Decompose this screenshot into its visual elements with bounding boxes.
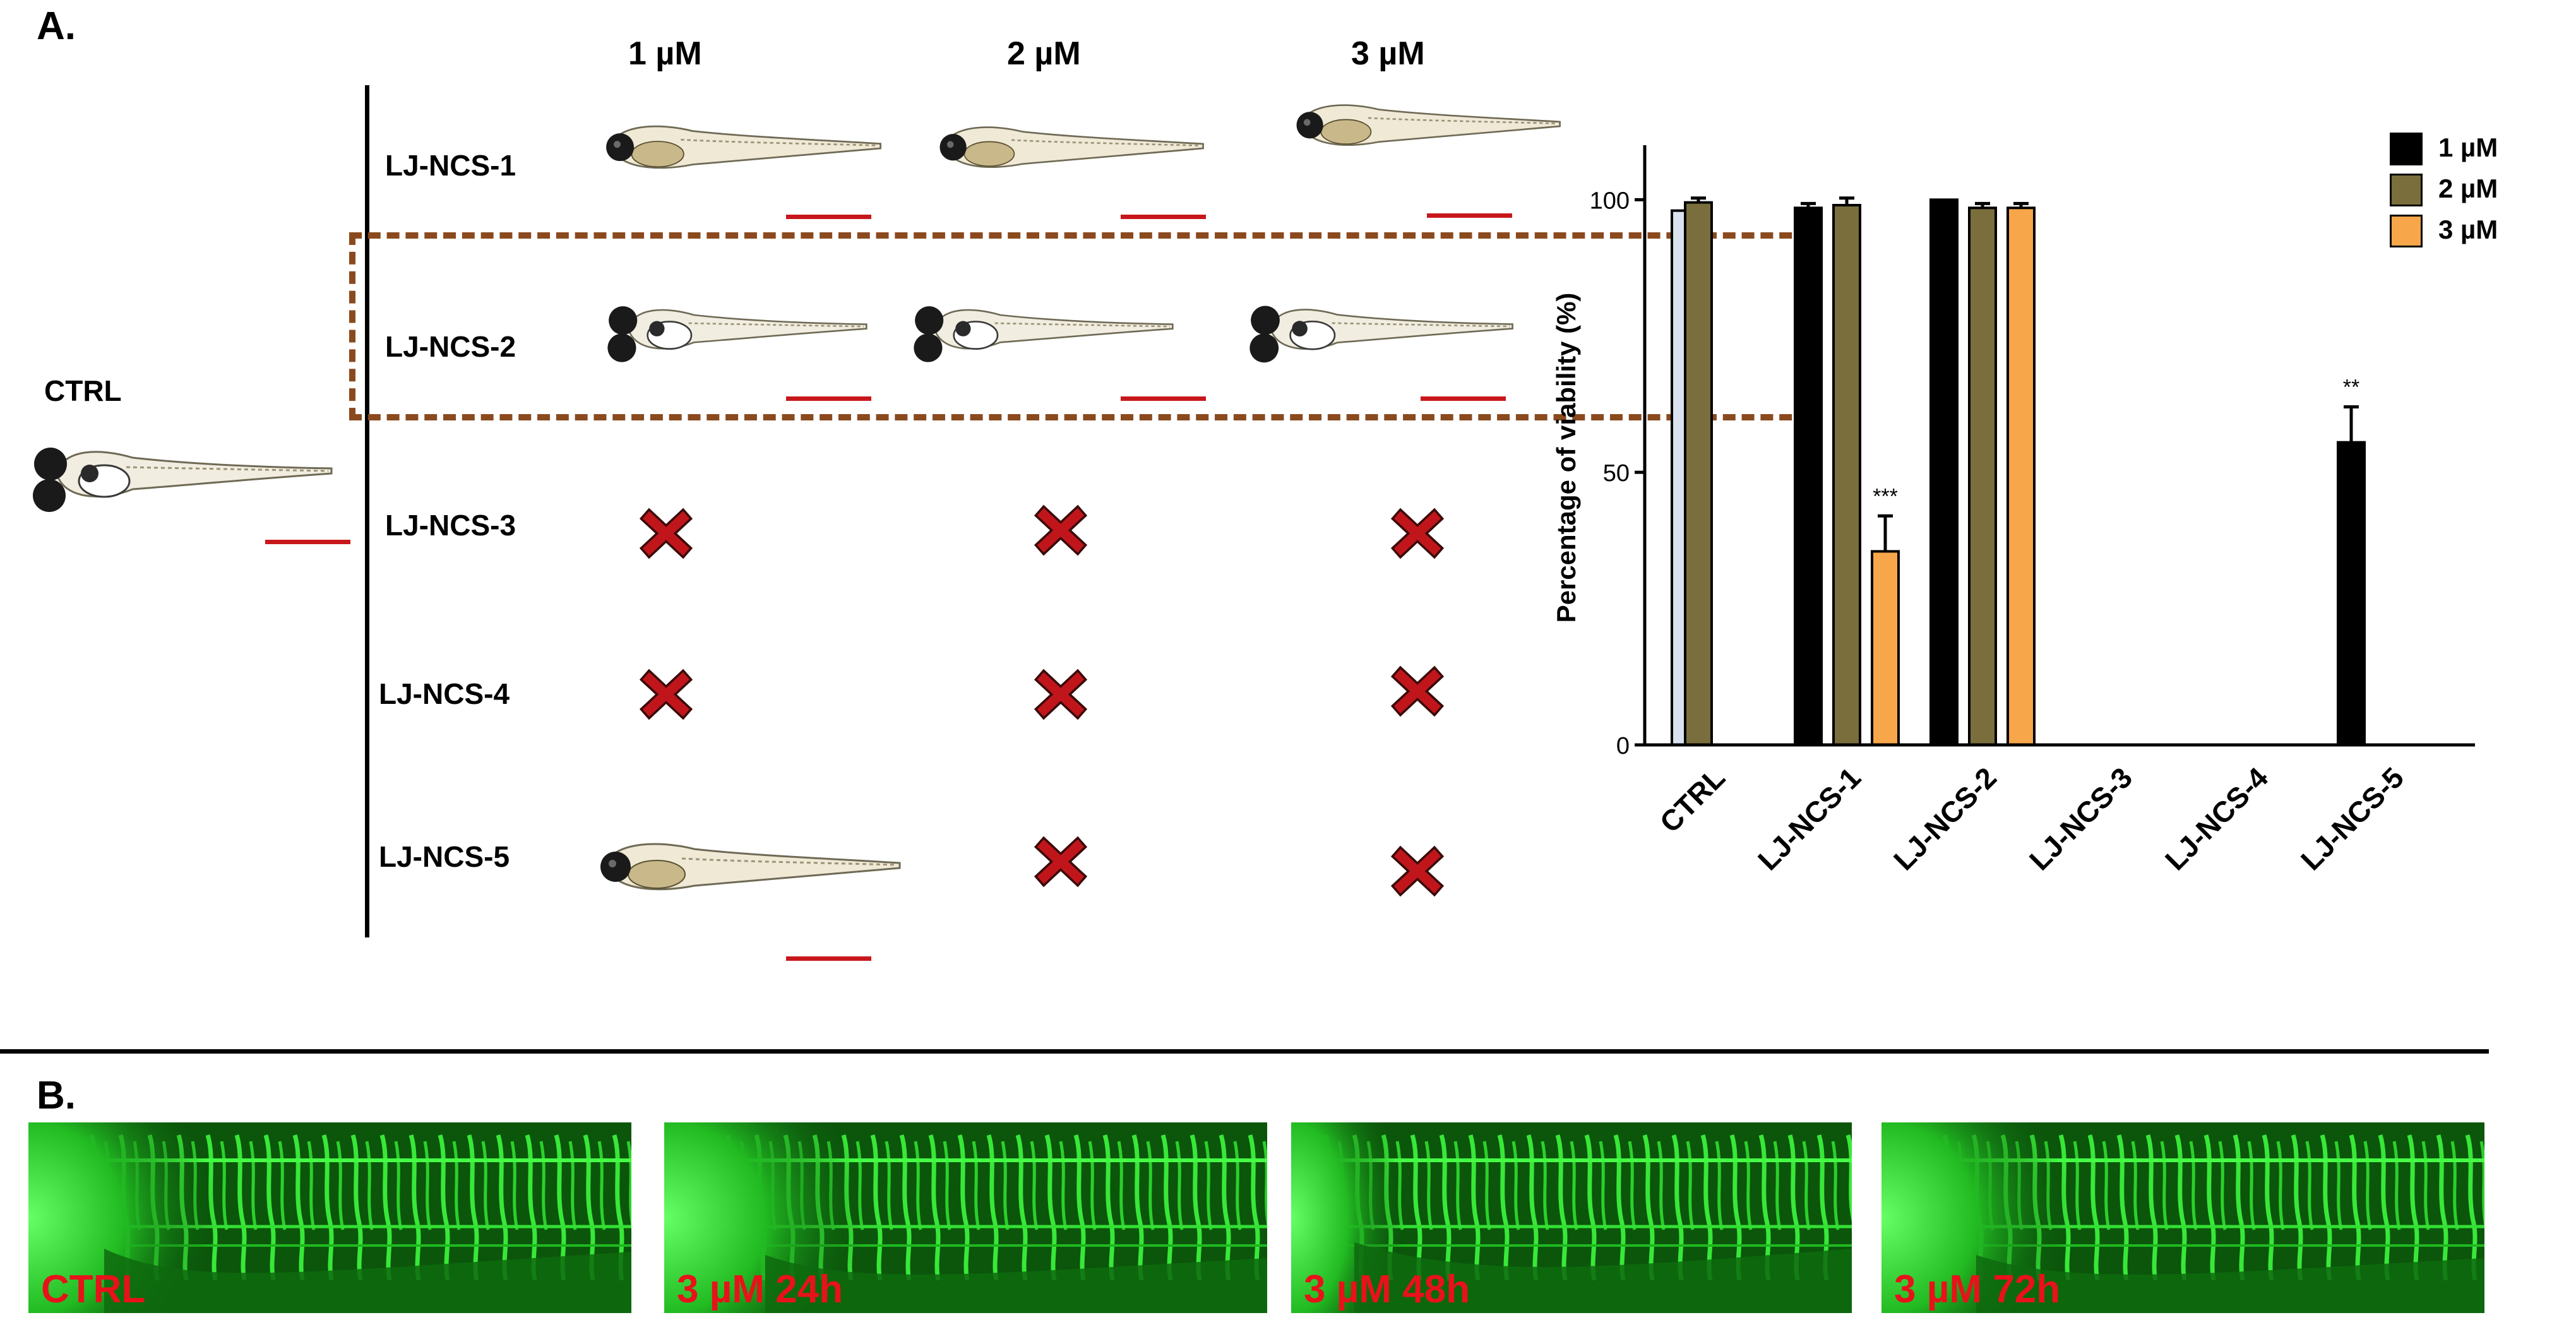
scale-bar [1121, 396, 1206, 401]
scale-bar [1421, 396, 1506, 401]
significance-label: *** [1873, 484, 1898, 508]
larva-image-ljncs2-2um [900, 290, 1178, 372]
fluorescence-image-ctrl: CTRL [28, 1122, 631, 1313]
panel-b-letter: B. [37, 1074, 76, 1117]
legend-swatch-3um [2390, 215, 2423, 247]
scale-bar [265, 540, 350, 544]
larva-image-ljncs1-1um [593, 114, 884, 183]
fluorescence-label-24h: 3 µM 24h [677, 1268, 844, 1311]
scale-bar [786, 396, 871, 401]
ctrl-label: CTRL [44, 374, 122, 407]
row-label-ljncs3: LJ-NCS-3 [385, 509, 516, 542]
row-label-ljncs4: LJ-NCS-4 [379, 677, 510, 710]
scale-bar [786, 956, 871, 961]
x-tick-label: LJ-NCS-2 [1887, 761, 2003, 876]
dead-mark-icon [1032, 833, 1089, 890]
row-divider-line [365, 85, 369, 937]
y-tick-label: 50 [1603, 460, 1630, 487]
column-header-2um: 2 µM [1007, 35, 1081, 72]
significance-label: ** [2343, 376, 2359, 400]
row-label-ljncs2: LJ-NCS-2 [385, 330, 516, 363]
larva-image-ljncs1-2um [928, 114, 1206, 183]
row-label-ljncs1: LJ-NCS-1 [385, 149, 516, 182]
dead-mark-icon [1389, 843, 1446, 900]
larva-image-ljncs2-3um [1237, 284, 1515, 379]
y-tick-label: 100 [1590, 187, 1630, 214]
panel-a-letter: A. [37, 4, 76, 48]
bar-ctrl-1 [1684, 201, 1713, 746]
bar-lj-ncs-1-2 [1871, 550, 1900, 747]
scale-bar [1427, 213, 1512, 218]
larva-image-ljncs5-1um [587, 821, 903, 915]
dead-mark-icon [1389, 663, 1446, 720]
x-tick-label: LJ-NCS-1 [1751, 761, 1867, 876]
scale-bar [786, 215, 871, 219]
fluorescence-image-72h: 3 µM 72h [1881, 1122, 2484, 1313]
bar-lj-ncs-2-1 [1968, 206, 1997, 746]
fluorescence-label-72h: 3 µM 72h [1894, 1268, 2061, 1311]
fluorescence-image-24h: 3 µM 24h [664, 1122, 1267, 1313]
legend-label-1um: 1 µM [2438, 133, 2498, 162]
legend-swatch-1um [2390, 133, 2423, 165]
fluorescence-label-ctrl: CTRL [41, 1268, 146, 1311]
bar-lj-ncs-5-0 [2337, 441, 2366, 746]
column-header-1um: 1 µM [628, 35, 702, 72]
bar-lj-ncs-2-2 [2007, 206, 2036, 746]
dead-mark-icon [638, 666, 695, 723]
dead-mark-icon [1032, 502, 1089, 559]
column-header-3um: 3 µM [1351, 35, 1425, 72]
row-label-ljncs5: LJ-NCS-5 [379, 840, 510, 873]
bar-lj-ncs-1-1 [1832, 204, 1861, 746]
section-divider [0, 1049, 2489, 1054]
dead-mark-icon [1389, 505, 1446, 562]
scale-bar [1121, 215, 1206, 219]
x-tick-label: LJ-NCS-5 [2294, 761, 2410, 876]
x-tick-label: LJ-NCS-3 [2023, 761, 2138, 876]
y-tick-label: 0 [1616, 733, 1630, 759]
x-tick-label: CTRL [1654, 761, 1731, 838]
legend-label-2um: 2 µM [2438, 174, 2498, 203]
larva-image-ljncs2-1um [593, 290, 871, 372]
legend-label-3um: 3 µM [2438, 215, 2498, 244]
y-axis-label: Percentage of viability (%) [1551, 293, 1581, 623]
fluorescence-label-48h: 3 µM 48h [1304, 1268, 1470, 1311]
dead-mark-icon [638, 505, 695, 562]
fluorescence-image-48h: 3 µM 48h [1291, 1122, 1852, 1313]
dead-mark-icon [1032, 666, 1089, 723]
legend-swatch-2um [2390, 174, 2423, 206]
bar-lj-ncs-2-0 [1929, 198, 1959, 746]
bar-lj-ncs-1-0 [1794, 206, 1823, 746]
larva-image-ctrl [13, 429, 341, 524]
x-tick-label: LJ-NCS-4 [2159, 761, 2274, 876]
